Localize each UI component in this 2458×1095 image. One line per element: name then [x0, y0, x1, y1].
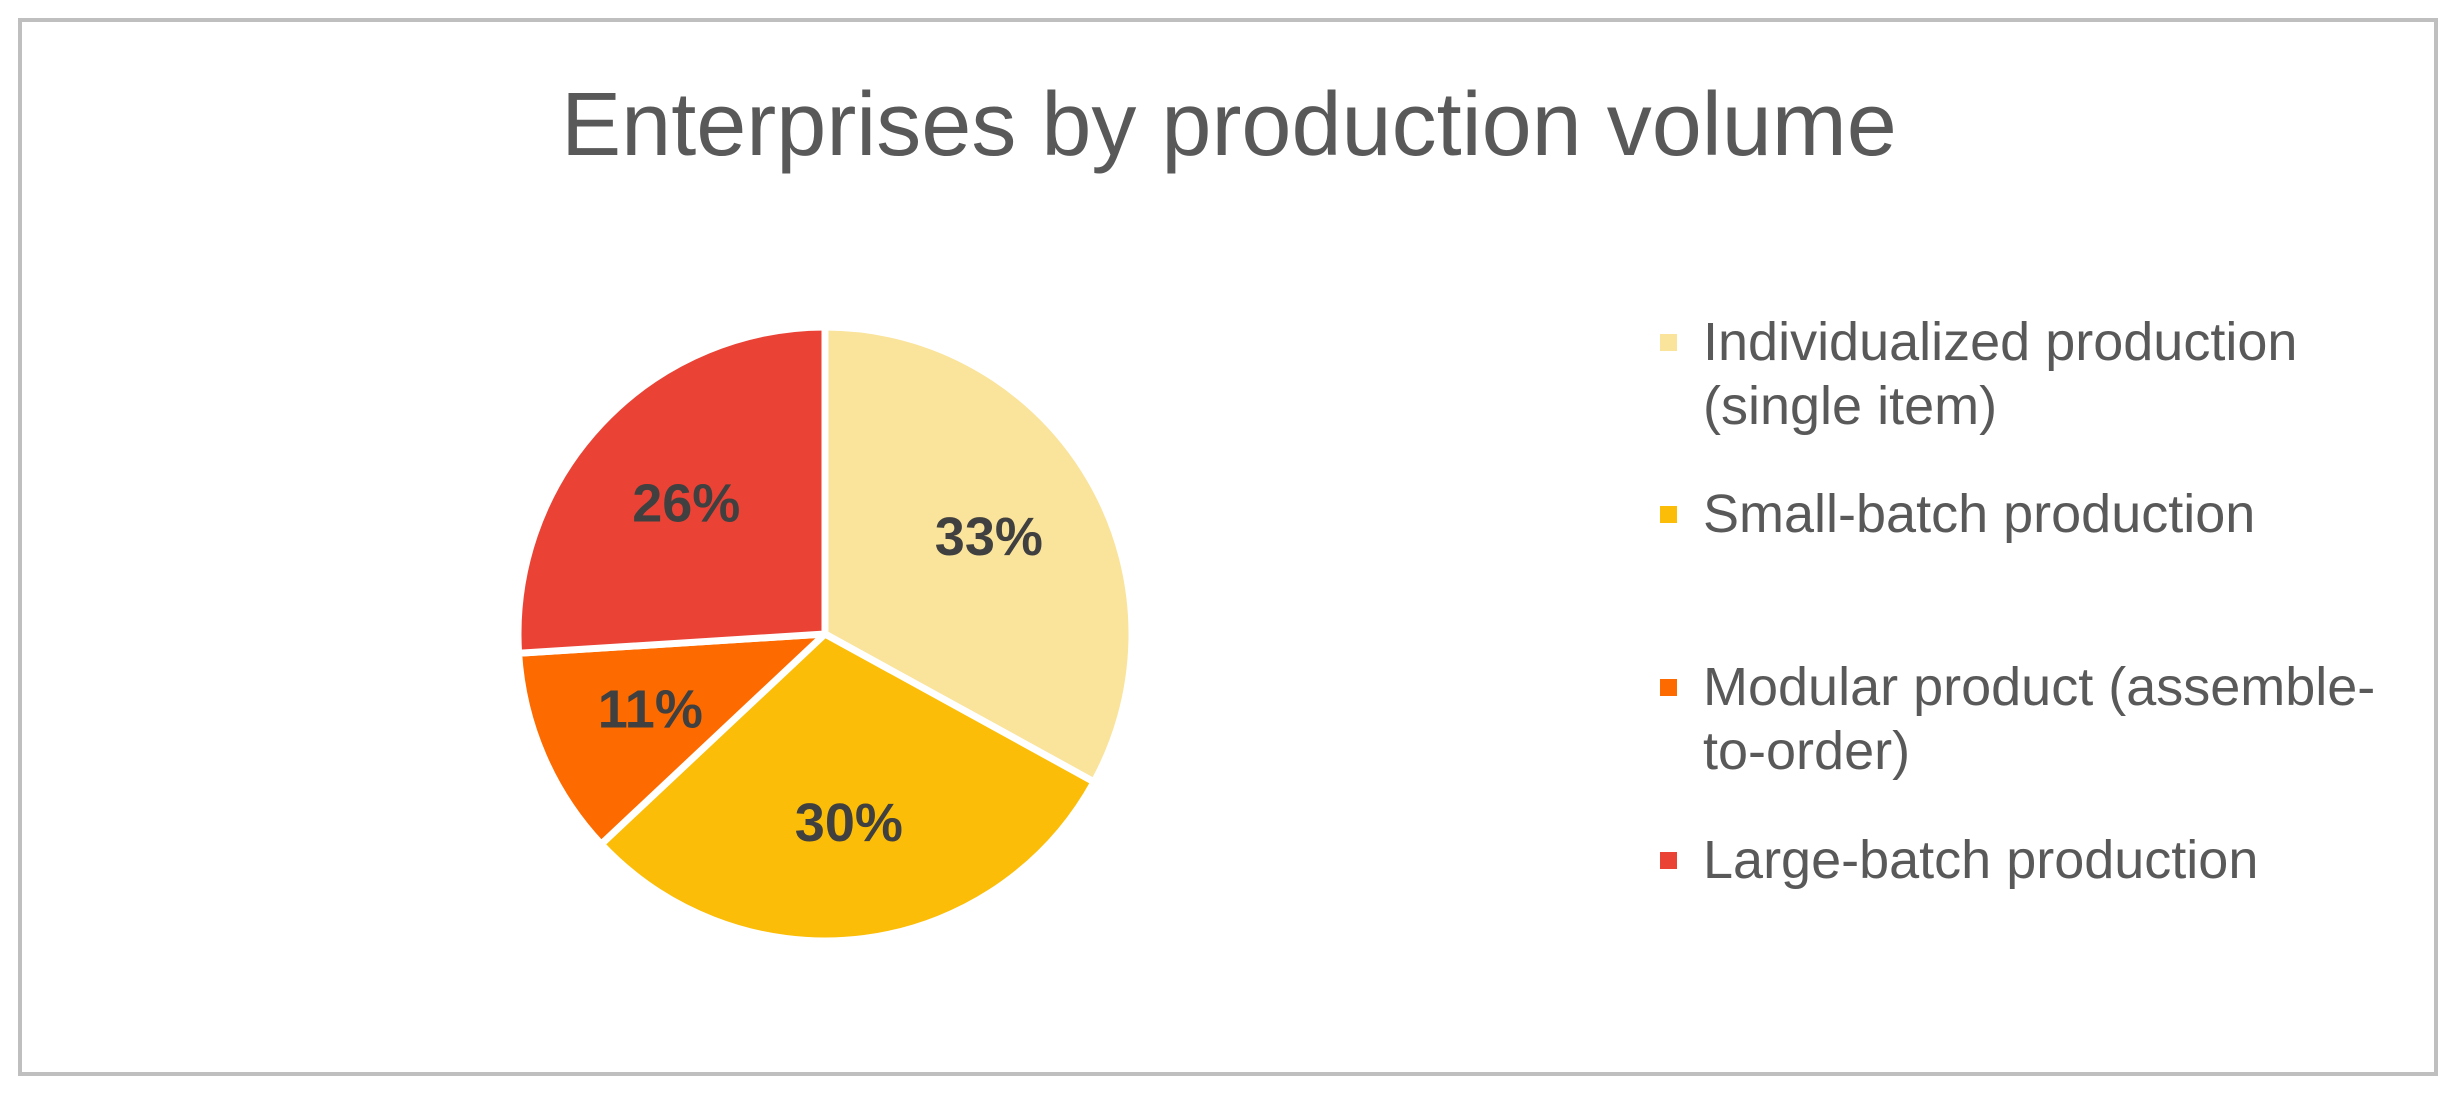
pie-slice-individualized	[821, 323, 1136, 786]
pie-slice-small-batch	[597, 630, 1098, 945]
pie-slices	[514, 323, 1136, 945]
chart-title: Enterprises by production volume	[561, 75, 1897, 175]
data-label-small-batch: 30%	[795, 793, 903, 853]
legend-item-individualized: Individualized production (single item)	[1660, 310, 2403, 438]
legend-label-individualized: Individualized production (single item)	[1703, 312, 2298, 436]
legend-label-modular: Modular product (assemble-to-order)	[1703, 657, 2376, 781]
legend-item-large-batch: Large-batch production	[1660, 828, 2403, 892]
legend-swatch-small-batch	[1660, 506, 1677, 523]
data-label-individualized: 33%	[935, 507, 1043, 567]
pie-slice-modular	[515, 630, 829, 848]
legend-swatch-individualized	[1660, 334, 1677, 351]
data-label-large-batch: 26%	[632, 474, 740, 534]
legend-swatch-large-batch	[1660, 852, 1677, 869]
legend-swatch-modular	[1660, 679, 1677, 696]
chart-frame	[18, 18, 2438, 1076]
legend-label-large-batch: Large-batch production	[1703, 830, 2259, 890]
pie-slice-large-batch	[514, 323, 829, 657]
legend-item-small-batch: Small-batch production	[1660, 482, 2403, 546]
legend-label-small-batch: Small-batch production	[1703, 484, 2256, 544]
data-label-modular: 11%	[598, 680, 703, 740]
pie-labels: 33% 30% 11% 26%	[598, 474, 1043, 853]
legend-item-modular: Modular product (assemble-to-order)	[1660, 655, 2403, 783]
